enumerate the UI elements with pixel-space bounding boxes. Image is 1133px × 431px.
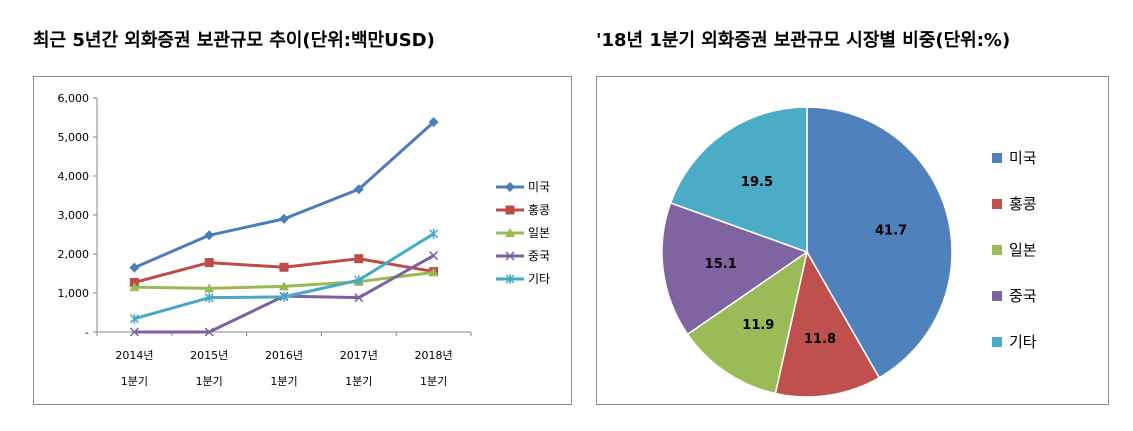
y-tick-label: 1,000 xyxy=(58,287,90,300)
x-tick-label: 2014년 xyxy=(115,349,153,362)
legend-swatch xyxy=(992,245,1002,255)
slice-미국 xyxy=(806,106,953,379)
slice-data-label: 11.9 xyxy=(742,318,774,333)
data-point xyxy=(129,262,140,273)
slice-홍콩 xyxy=(774,249,881,398)
legend-label: 중국 xyxy=(1009,287,1037,305)
legend-marker xyxy=(505,274,515,284)
slice-data-label: 15.1 xyxy=(705,257,737,272)
data-point xyxy=(204,292,214,303)
data-point xyxy=(429,228,439,239)
data-point xyxy=(353,184,364,195)
data-point xyxy=(428,267,439,277)
data-point xyxy=(354,293,364,303)
legend-swatch xyxy=(992,291,1002,301)
y-tick-label: 4,000 xyxy=(58,170,90,183)
slice-data-label: 41.7 xyxy=(875,224,907,239)
legend-marker xyxy=(505,228,515,237)
data-point xyxy=(354,275,364,286)
x-tick-label: 1분기 xyxy=(270,375,297,388)
data-point xyxy=(354,254,364,264)
legend-label: 홍콩 xyxy=(1009,195,1037,213)
series-미국 xyxy=(129,117,439,273)
data-point xyxy=(279,281,289,291)
legend-marker xyxy=(505,251,515,261)
data-point xyxy=(279,291,289,302)
x-tick-label: 2017년 xyxy=(340,349,378,362)
data-point xyxy=(204,258,214,268)
line-chart-title: 최근 5년간 외화증권 보관규모 추이(단위:백만USD) xyxy=(33,30,435,51)
legend-label: 홍콩 xyxy=(528,203,550,217)
data-point xyxy=(129,313,139,324)
series-line xyxy=(133,121,435,270)
legend-label: 기타 xyxy=(1009,333,1037,351)
data-point xyxy=(279,262,289,272)
pie-chart-panel: 41.7 미국 11.8 홍콩 11.9 일본 15.1 중국 19.5 기타 xyxy=(596,76,1109,405)
legend-marker xyxy=(505,205,515,215)
x-tick-label: 1분기 xyxy=(420,375,447,388)
line-chart-panel: - 1,000 2,000 3,000 4,000 5,000 6,000 2014년 1분기 2… xyxy=(33,76,572,405)
legend-swatch xyxy=(992,337,1002,347)
legend-label: 미국 xyxy=(1009,149,1037,167)
line-chart: - 1,000 2,000 3,000 4,000 5,000 6,000 2014년 1분기 2… xyxy=(58,92,551,388)
pie-chart: 41.7 미국 11.8 홍콩 11.9 일본 15.1 중국 19.5 기타 xyxy=(661,106,1037,398)
series-line xyxy=(133,232,435,321)
legend-label: 미국 xyxy=(528,180,550,194)
data-point xyxy=(279,213,289,224)
y-tick-label: 2,000 xyxy=(58,248,90,261)
x-tick-label: 2018년 xyxy=(415,349,453,362)
slice-data-label: 19.5 xyxy=(741,175,773,190)
data-point xyxy=(429,251,439,261)
x-tick-label: 1분기 xyxy=(121,375,148,388)
y-tick-label: 6,000 xyxy=(58,92,90,105)
y-tick-label: 5,000 xyxy=(58,131,90,144)
slice-일본 xyxy=(686,250,809,395)
series-기타 xyxy=(129,228,439,324)
slice-기타 xyxy=(669,106,808,254)
legend-label: 기타 xyxy=(528,272,550,286)
data-point xyxy=(129,327,139,337)
legend-label: 일본 xyxy=(528,226,550,240)
slice-중국 xyxy=(661,201,809,336)
data-point xyxy=(204,283,215,293)
legend-label: 일본 xyxy=(1009,241,1037,259)
x-tick-label: 2015년 xyxy=(190,349,228,362)
legend-swatch xyxy=(992,199,1002,209)
slice-data-label: 11.8 xyxy=(804,332,836,347)
y-tick-label: 3,000 xyxy=(58,209,90,222)
data-point xyxy=(428,117,439,128)
data-point xyxy=(204,327,214,337)
x-tick-label: 1분기 xyxy=(196,375,223,388)
pie-chart-title: '18년 1분기 외화증권 보관규모 시장별 비중(단위:%) xyxy=(596,30,1011,51)
data-point xyxy=(204,230,215,241)
data-point xyxy=(129,282,140,292)
legend-label: 중국 xyxy=(528,249,550,263)
y-tick-label: - xyxy=(85,326,89,339)
legend-marker xyxy=(505,182,515,192)
x-tick-label: 2016년 xyxy=(265,349,303,362)
x-tick-label: 1분기 xyxy=(345,375,372,388)
legend-swatch xyxy=(992,153,1002,163)
